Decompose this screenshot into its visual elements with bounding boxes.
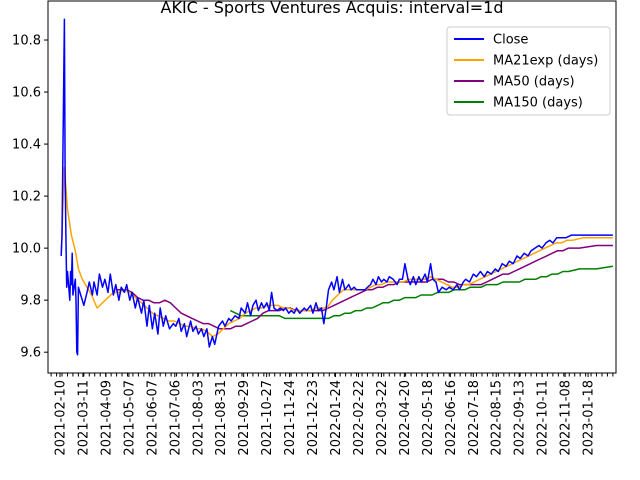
series-line-ma50-days <box>115 244 613 330</box>
y-tick-label: 10.8 <box>12 34 41 49</box>
x-tick-label: 2022-06-16 <box>444 380 459 456</box>
legend-label: Close <box>493 33 528 48</box>
chart-title: AKIC - Sports Ventures Acquis: interval=… <box>161 0 504 17</box>
y-tick-label: 10.4 <box>12 138 41 153</box>
y-axis: 9.6 9.8 10.0 10.2 10.4 10.6 10.8 <box>12 34 48 361</box>
x-tick-label: 2021-05-07 <box>122 380 137 456</box>
x-tick-label: 2023-01-18 <box>582 380 597 456</box>
x-tick-label: 2022-11-08 <box>559 380 574 456</box>
x-tick-label: 2022-04-20 <box>398 380 413 456</box>
x-tick-label: 2021-06-07 <box>145 380 160 456</box>
x-tick-label: 2021-12-23 <box>306 380 321 456</box>
legend-box <box>446 26 611 116</box>
series-line-ma150-days <box>229 265 614 320</box>
x-tick-label: 2021-03-11 <box>76 380 91 456</box>
x-tick-label: 2022-07-18 <box>467 380 482 456</box>
x-tick-label: 2022-09-13 <box>513 380 528 456</box>
x-tick-label: 2022-03-22 <box>375 380 390 456</box>
plot-frame <box>47 0 617 374</box>
x-tick-label: 2021-09-29 <box>237 380 252 456</box>
legend: Close MA21exp (days) MA50 (days) MA150 (day… <box>446 26 611 116</box>
legend-label: MA150 (days) <box>493 96 583 111</box>
legend-label: MA21exp (days) <box>493 54 598 69</box>
x-tick-label: 2022-02-22 <box>352 380 367 456</box>
x-tick-label: 2021-08-31 <box>214 380 229 456</box>
x-axis: 2021-02-10 2021-03-11 2021-04-09 2021-05-07… <box>50 373 614 456</box>
x-tick-label: 2021-07-06 <box>168 380 183 456</box>
y-tick-label: 10.0 <box>12 242 41 257</box>
x-tick-label: 2021-02-10 <box>54 380 69 456</box>
x-tick-label: 2022-01-24 <box>329 380 344 456</box>
y-tick-label: 10.6 <box>12 86 41 101</box>
x-tick-label: 2022-05-18 <box>421 380 436 456</box>
y-tick-label: 9.6 <box>20 346 41 361</box>
legend-label: MA50 (days) <box>493 75 575 90</box>
series-line-close <box>60 18 613 356</box>
plot-area <box>60 18 614 356</box>
x-tick-label: 2021-04-09 <box>99 380 114 456</box>
x-tick-label: 2022-10-11 <box>536 380 551 456</box>
x-tick-label: 2022-08-15 <box>490 380 505 456</box>
y-tick-label: 9.8 <box>20 294 41 309</box>
x-tick-label: 2021-10-27 <box>260 380 275 456</box>
y-tick-label: 10.2 <box>12 190 41 205</box>
x-tick-label: 2021-08-03 <box>191 380 206 456</box>
x-tick-label: 2021-11-24 <box>283 380 298 456</box>
